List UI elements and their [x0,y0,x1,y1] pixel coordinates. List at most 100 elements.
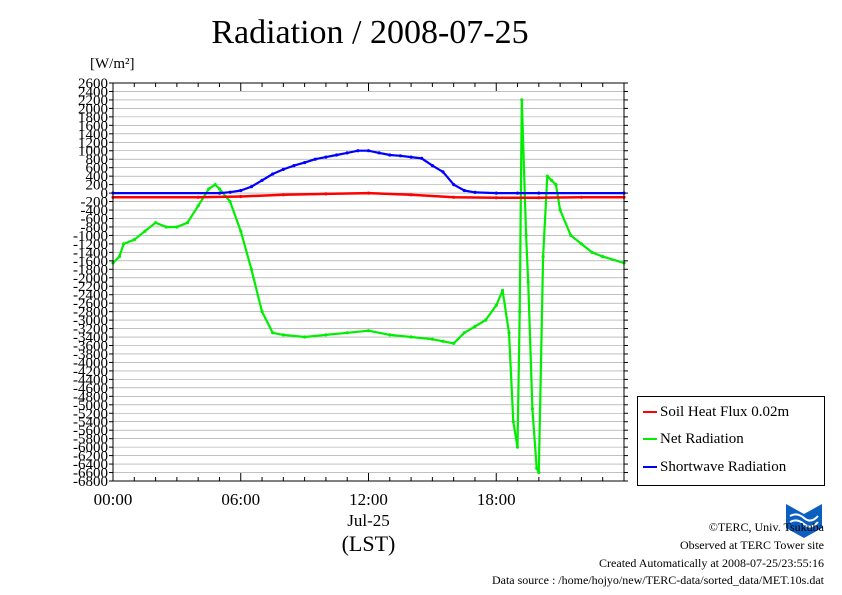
data-point-net-radiation [185,221,190,225]
data-point-shortwave-radiation [345,151,349,155]
data-point-shortwave-radiation [239,188,243,193]
data-point-soil-heat-flux-0-02m [281,193,285,197]
y-tick-label: 1600 [78,118,108,134]
y-tick-label: 2400 [78,84,108,100]
data-point-net-radiation [530,407,535,411]
x-axis-label: (LST) [342,531,396,556]
y-tick-label: -4400 [73,372,108,388]
data-point-shortwave-radiation [515,191,520,195]
data-point-net-radiation [239,229,243,233]
y-tick-label: 1200 [78,135,108,151]
x-tick-label: 06:00 [221,490,260,509]
data-point-soil-heat-flux-0-02m [409,193,413,197]
data-point-soil-heat-flux-0-02m [494,196,498,200]
y-tick-label: -800 [81,220,109,236]
data-point-net-radiation [452,341,456,345]
y-tick-label: -2600 [73,296,108,312]
plot-frame [112,82,625,482]
data-point-net-radiation [207,187,211,191]
y-tick-label: 200 [86,178,109,194]
legend-swatch-shortwave-radiation [643,466,657,468]
y-tick-label: -2400 [73,288,108,304]
y-tick-label: -6600 [73,466,108,482]
credit-copyright: ©TERC, Univ. Tsukuba [708,520,824,534]
data-point-shortwave-radiation [303,161,307,165]
data-point-net-radiation [217,187,222,191]
data-point-net-radiation [271,331,275,335]
grid-lines [113,82,624,482]
data-point-net-radiation [281,333,285,337]
data-point-shortwave-radiation [366,149,371,153]
data-point-net-radiation [518,310,522,314]
y-tick-label: -3200 [73,322,108,338]
data-point-shortwave-radiation [249,185,253,189]
data-point-shortwave-radiation [473,190,477,194]
x-tick-label: 18:00 [477,490,516,509]
legend-label-net-radiation: Net Radiation [660,431,744,447]
data-point-net-radiation [541,255,545,259]
data-point-shortwave-radiation [430,164,434,168]
legend-label-shortwave-radiation: Shortwave Radiation [660,459,787,475]
data-point-soil-heat-flux-0-02m [537,196,541,200]
y-tick-label: -4600 [73,381,108,397]
x-tick-label: 00:00 [94,490,133,509]
y-tick-label: -5200 [73,406,108,422]
data-point-net-radiation [122,242,126,246]
y-tick-label: -1400 [73,245,108,261]
data-point-shortwave-radiation [452,183,456,187]
y-tick-label: 400 [86,169,109,185]
data-point-net-radiation [537,470,541,475]
data-point-net-radiation [154,221,158,225]
y-tick-label: -3000 [73,313,108,329]
data-point-net-radiation [484,318,488,322]
data-point-net-radiation [213,183,217,187]
data-point-shortwave-radiation [324,155,328,159]
y-tick-label: -1800 [73,262,108,278]
data-point-shortwave-radiation [409,155,413,159]
data-point-net-radiation [558,208,562,212]
y-tick-label: -6200 [73,449,108,465]
y-tick-label: -600 [81,211,109,227]
y-tick-label: -400 [81,203,109,219]
y-tick-label: -1000 [73,228,108,244]
data-point-soil-heat-flux-0-02m [579,195,584,199]
data-point-net-radiation [117,255,121,259]
legend-label-soil-heat-flux: Soil Heat Flux 0.02m [660,404,790,420]
data-point-net-radiation [554,183,558,187]
data-point-net-radiation [511,420,515,424]
y-tick-label: -4200 [73,364,108,380]
data-point-net-radiation [545,174,549,178]
data-point-shortwave-radiation [398,154,402,158]
y-tick-label: -4800 [73,389,108,405]
series-lines [111,98,626,475]
data-point-net-radiation [501,288,505,293]
data-point-soil-heat-flux-0-02m [324,192,328,196]
y-tick-label: 600 [86,161,109,177]
data-point-net-radiation [388,333,392,337]
data-point-soil-heat-flux-0-02m [366,191,371,195]
data-point-net-radiation [441,339,445,343]
y-tick-label: 2000 [78,101,108,117]
data-point-soil-heat-flux-0-02m [452,195,456,199]
y-tick-label: 0 [101,186,109,202]
data-point-shortwave-radiation [271,172,275,176]
credit-created: Created Automatically at 2008-07-25/23:5… [599,556,824,570]
credit-observed: Observed at TERC Tower site [679,538,824,552]
data-point-net-radiation [569,233,573,237]
y-tick-label: -2800 [73,305,108,321]
data-point-shortwave-radiation [537,191,541,195]
y-tick-label: 1800 [78,110,108,126]
y-tick-label: -5600 [73,423,108,439]
data-point-net-radiation [473,324,477,329]
data-point-net-radiation [260,310,264,314]
data-point-net-radiation [409,335,413,339]
data-point-net-radiation [494,303,498,307]
data-point-shortwave-radiation [281,167,285,171]
data-point-shortwave-radiation [313,157,317,161]
data-point-net-radiation [196,204,200,208]
data-point-shortwave-radiation [388,153,392,157]
y-tick-label: 1000 [78,144,108,160]
data-point-net-radiation [515,445,520,449]
data-point-net-radiation [175,225,179,229]
data-point-net-radiation [524,233,528,237]
